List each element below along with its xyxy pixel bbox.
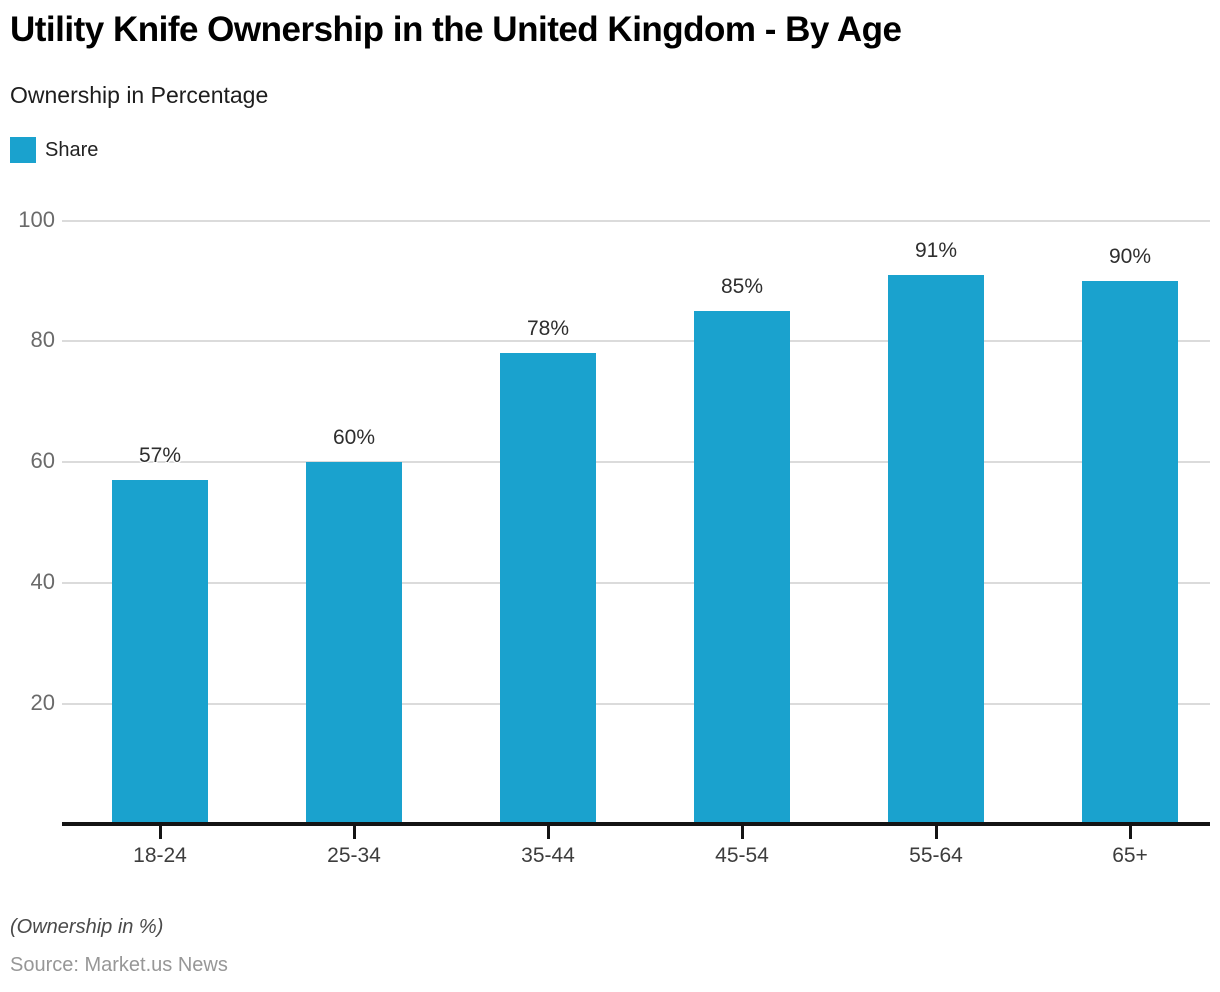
x-axis-tick-45-54	[740, 826, 744, 839]
bar-value-label-25-34: 60%	[332, 426, 376, 450]
chart-title: Utility Knife Ownership in the United Ki…	[10, 10, 902, 49]
y-axis-label-40: 40	[30, 569, 55, 595]
bar-value-label-18-24: 57%	[138, 444, 182, 468]
legend: Share	[10, 137, 98, 163]
axis-unit-note: (Ownership in %)	[10, 916, 164, 938]
legend-label-share[interactable]: Share	[45, 138, 99, 161]
x-axis-tick-55-64	[934, 826, 938, 839]
grid-line-60	[62, 461, 1210, 464]
bar-45-54[interactable]	[694, 311, 790, 825]
bar-25-34[interactable]	[306, 462, 402, 825]
bar-value-label-35-44: 78%	[526, 317, 570, 341]
grid-line-40	[62, 582, 1210, 585]
x-axis-tick-25-34	[352, 826, 356, 839]
bar-18-24[interactable]	[112, 480, 208, 825]
bar-value-label-65+: 90%	[1108, 244, 1152, 268]
bar-35-44[interactable]	[500, 353, 596, 825]
x-axis-label-25-34: 25-34	[327, 844, 381, 867]
y-axis-label-60: 60	[30, 448, 55, 474]
x-axis-label-55-64: 55-64	[909, 844, 963, 867]
y-axis-label-80: 80	[30, 327, 55, 353]
x-axis-tick-18-24	[158, 826, 162, 839]
x-axis-tick-35-44	[546, 826, 550, 839]
chart-subtitle: Ownership in Percentage	[10, 82, 269, 108]
grid-line-20	[62, 703, 1210, 706]
bar-55-64[interactable]	[888, 274, 984, 825]
legend-swatch-share[interactable]	[10, 137, 36, 163]
x-axis-tick-65+	[1128, 826, 1132, 839]
x-axis-label-45-54: 45-54	[715, 844, 769, 867]
x-axis-label-35-44: 35-44	[521, 844, 575, 867]
x-axis-label-18-24: 18-24	[133, 844, 187, 867]
bar-65+[interactable]	[1082, 280, 1178, 825]
source-credit: Source: Market.us News	[10, 954, 228, 976]
x-axis-line	[62, 822, 1210, 826]
grid-line-100	[62, 219, 1210, 222]
y-axis-label-100: 100	[18, 206, 55, 232]
y-axis-label-20: 20	[30, 690, 55, 716]
bar-value-label-45-54: 85%	[720, 275, 764, 299]
x-axis-label-65+: 65+	[1112, 844, 1148, 867]
grid-line-80	[62, 340, 1210, 343]
bar-value-label-55-64: 91%	[914, 238, 958, 262]
